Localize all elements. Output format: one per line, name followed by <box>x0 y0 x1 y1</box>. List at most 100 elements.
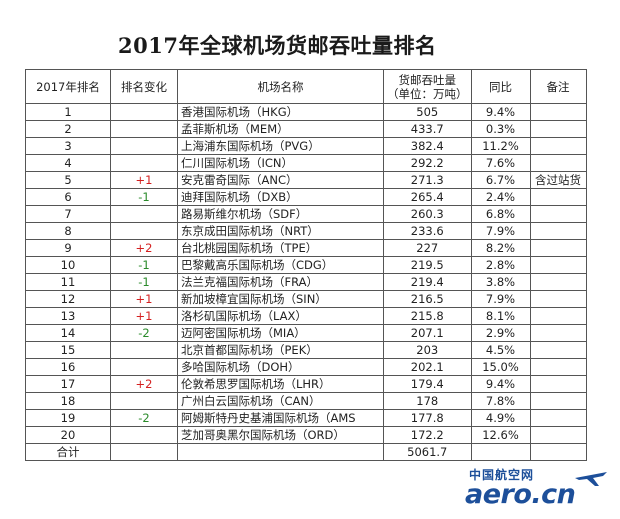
yoy-cell: 8.2% <box>470 239 531 257</box>
volume-cell: 177.8 <box>383 409 472 427</box>
total-airport-cell <box>177 443 384 461</box>
rank-cell: 2 <box>25 120 111 138</box>
rank-cell: 3 <box>25 137 111 155</box>
table-row: 15 北京首都国际机场（PEK） 203 4.5% <box>25 341 587 359</box>
note-cell: 含过站货 <box>529 171 587 189</box>
total-yoy-cell <box>470 443 531 461</box>
change-cell <box>110 358 178 376</box>
table-row: 17 +2 伦敦希思罗国际机场（LHR） 179.4 9.4% <box>25 375 587 393</box>
yoy-cell: 2.4% <box>470 188 531 206</box>
volume-cell: 179.4 <box>383 375 472 393</box>
change-cell: -1 <box>110 188 178 206</box>
airport-name-cell: 上海浦东国际机场（PVG） <box>177 137 384 155</box>
watermark-en: aero.cn <box>465 479 576 510</box>
rank-cell: 10 <box>25 256 111 274</box>
airport-name-cell: 孟菲斯机场（MEM） <box>177 120 384 138</box>
volume-cell: 172.2 <box>383 426 472 444</box>
yoy-cell: 7.6% <box>470 154 531 172</box>
table-row: 16 多哈国际机场（DOH） 202.1 15.0% <box>25 358 587 376</box>
yoy-cell: 9.4% <box>470 103 531 121</box>
yoy-cell: 7.8% <box>470 392 531 410</box>
airport-name-cell: 法兰克福国际机场（FRA） <box>177 273 384 291</box>
change-cell <box>110 341 178 359</box>
change-cell: +1 <box>110 290 178 308</box>
note-cell <box>529 426 587 444</box>
airport-name-cell: 香港国际机场（HKG） <box>177 103 384 121</box>
note-cell <box>529 375 587 393</box>
volume-cell: 227 <box>383 239 472 257</box>
note-cell <box>529 273 587 291</box>
change-cell: -2 <box>110 409 178 427</box>
note-cell <box>529 222 587 240</box>
watermark: 中国航空网 aero.cn <box>455 466 615 518</box>
rank-cell: 5 <box>25 171 111 189</box>
volume-cell: 271.3 <box>383 171 472 189</box>
airport-name-cell: 新加坡樟宜国际机场（SIN） <box>177 290 384 308</box>
yoy-cell: 12.6% <box>470 426 531 444</box>
rank-cell: 9 <box>25 239 111 257</box>
volume-cell: 178 <box>383 392 472 410</box>
note-cell <box>529 324 587 342</box>
note-cell <box>529 307 587 325</box>
table-row: 13 +1 洛杉矶国际机场（LAX） 215.8 8.1% <box>25 307 587 325</box>
change-cell <box>110 392 178 410</box>
volume-cell: 207.1 <box>383 324 472 342</box>
note-cell <box>529 341 587 359</box>
ranking-table: 2017年排名 排名变化 机场名称 货邮吞吐量 （单位：万吨） 同比 备注 1 香… <box>25 69 587 461</box>
header-airport: 机场名称 <box>177 69 384 104</box>
table-row: 11 -1 法兰克福国际机场（FRA） 219.4 3.8% <box>25 273 587 291</box>
rank-cell: 17 <box>25 375 111 393</box>
rank-cell: 18 <box>25 392 111 410</box>
volume-cell: 216.5 <box>383 290 472 308</box>
rank-cell: 13 <box>25 307 111 325</box>
header-yoy: 同比 <box>470 69 531 104</box>
table-row: 10 -1 巴黎戴高乐国际机场（CDG） 219.5 2.8% <box>25 256 587 274</box>
airport-name-cell: 东京成田国际机场（NRT） <box>177 222 384 240</box>
airport-name-cell: 多哈国际机场（DOH） <box>177 358 384 376</box>
rank-cell: 16 <box>25 358 111 376</box>
note-cell <box>529 409 587 427</box>
change-cell: +1 <box>110 171 178 189</box>
yoy-cell: 8.1% <box>470 307 531 325</box>
yoy-cell: 9.4% <box>470 375 531 393</box>
total-label: 合计 <box>25 443 111 461</box>
airport-name-cell: 仁川国际机场（ICN） <box>177 154 384 172</box>
table-row: 3 上海浦东国际机场（PVG） 382.4 11.2% <box>25 137 587 155</box>
table-body: 1 香港国际机场（HKG） 505 9.4% 2 孟菲斯机场（MEM） 433.7 0.3% 3… <box>25 103 587 444</box>
rank-cell: 8 <box>25 222 111 240</box>
yoy-cell: 4.5% <box>470 341 531 359</box>
volume-cell: 219.4 <box>383 273 472 291</box>
volume-cell: 202.1 <box>383 358 472 376</box>
rank-cell: 19 <box>25 409 111 427</box>
airport-name-cell: 洛杉矶国际机场（LAX） <box>177 307 384 325</box>
yoy-cell: 15.0% <box>470 358 531 376</box>
airport-name-cell: 阿姆斯特丹史基浦国际机场（AMS <box>177 409 384 427</box>
yoy-cell: 7.9% <box>470 290 531 308</box>
volume-cell: 505 <box>383 103 472 121</box>
note-cell <box>529 392 587 410</box>
rank-cell: 11 <box>25 273 111 291</box>
volume-cell: 215.8 <box>383 307 472 325</box>
volume-cell: 233.6 <box>383 222 472 240</box>
yoy-cell: 4.9% <box>470 409 531 427</box>
table-row: 1 香港国际机场（HKG） 505 9.4% <box>25 103 587 121</box>
watermark-cn: 中国航空网 <box>469 468 535 482</box>
rank-cell: 14 <box>25 324 111 342</box>
total-volume: 5061.7 <box>383 443 472 461</box>
rank-cell: 6 <box>25 188 111 206</box>
yoy-cell: 6.7% <box>470 171 531 189</box>
change-cell <box>110 137 178 155</box>
note-cell <box>529 290 587 308</box>
volume-cell: 219.5 <box>383 256 472 274</box>
table-row: 12 +1 新加坡樟宜国际机场（SIN） 216.5 7.9% <box>25 290 587 308</box>
change-cell <box>110 426 178 444</box>
change-cell <box>110 222 178 240</box>
note-cell <box>529 358 587 376</box>
page-title: 2017年全球机场货邮吞吐量排名 <box>118 33 437 58</box>
change-cell: -2 <box>110 324 178 342</box>
change-cell: +1 <box>110 307 178 325</box>
airport-name-cell: 伦敦希思罗国际机场（LHR） <box>177 375 384 393</box>
table-row: 18 广州白云国际机场（CAN） 178 7.8% <box>25 392 587 410</box>
header-change: 排名变化 <box>110 69 178 104</box>
note-cell <box>529 239 587 257</box>
